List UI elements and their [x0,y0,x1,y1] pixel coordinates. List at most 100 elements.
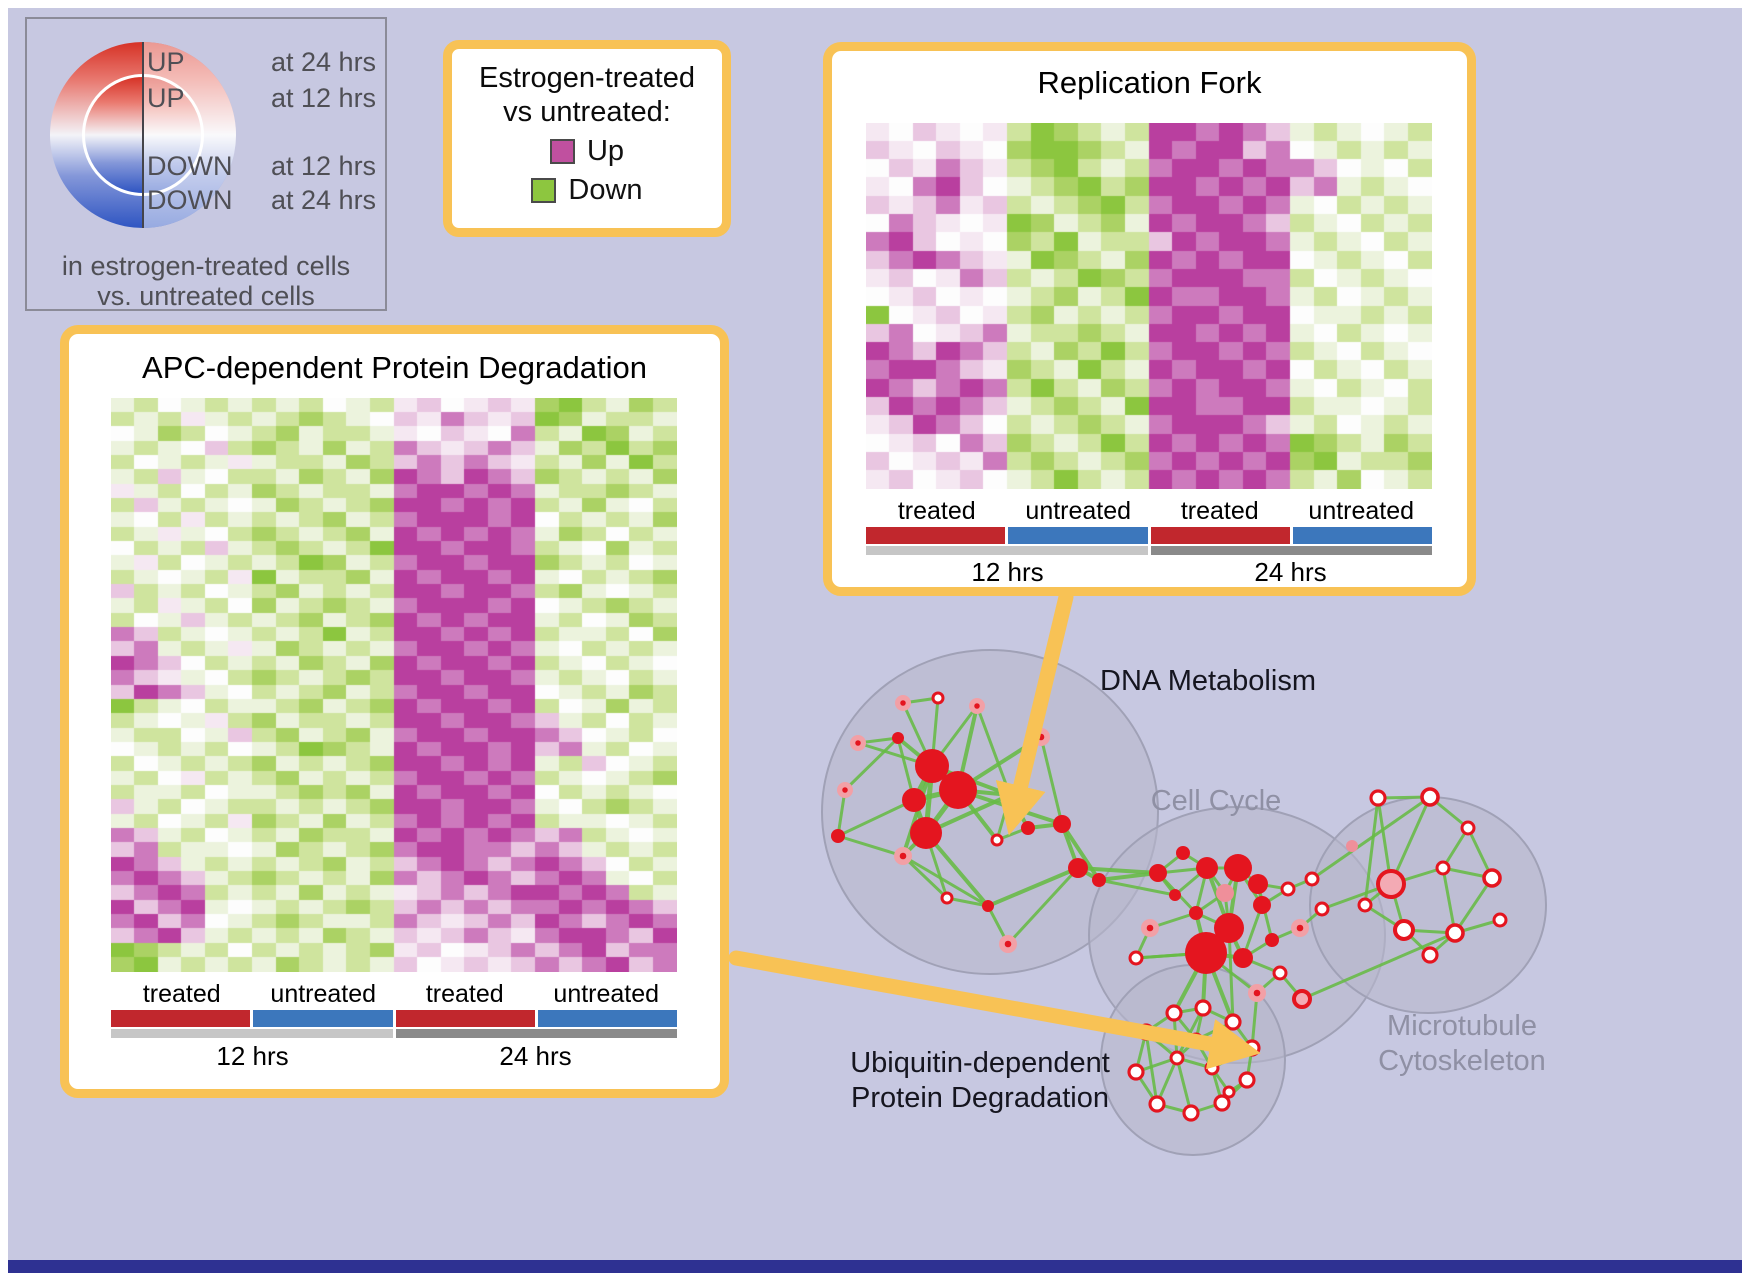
network-node [1194,999,1212,1017]
network-node [939,771,977,809]
network-node [1182,1104,1200,1122]
group-label: treated [897,497,976,525]
network-node [1280,881,1296,897]
network-node [1004,940,1012,948]
ubiquitin-label: Ubiquitin-dependent [850,1047,1110,1079]
microtubule-cytoskeleton-label: Microtubule [1387,1010,1537,1042]
network-node [1253,896,1271,914]
group-color-segment [1292,527,1432,544]
network-node [1233,948,1253,968]
time-bar-segment [111,1029,393,1038]
network-edge [1076,866,1160,875]
panel-to-cluster-arrow [995,589,1074,836]
legend-dir-4: DOWN [147,185,233,215]
legend-caption-2: vs. untreated cells [97,281,315,311]
network-node [1196,857,1218,879]
network-node [892,732,904,744]
network-node [1392,918,1416,942]
up-label: Up [586,135,625,167]
replication-fork-panel: Replication Fork treated untreated treated… [823,42,1476,596]
network-node [1128,950,1144,966]
network-node [931,691,945,705]
network-node [1214,913,1244,943]
network-node [940,891,954,905]
rf-time-bar [866,546,1432,555]
network-node [1460,820,1476,836]
legend-dir-1: UP [147,47,185,77]
time-bar-segment [866,546,1148,555]
network-edge [945,896,990,908]
network-node [1146,924,1154,932]
network-node [1224,1013,1242,1031]
network-node [1213,1094,1231,1112]
rf-group-color-bar [866,527,1432,544]
network-edge [901,854,990,908]
group-label: untreated [1308,497,1415,525]
color-key-title-line2: vs untreated: [503,96,671,128]
network-node [1148,1095,1166,1113]
network-node [1238,1071,1256,1089]
network-edge [1389,795,1432,886]
network-node [899,852,907,860]
network-node [1248,874,1268,894]
network-node [915,749,949,783]
network-node [1169,1050,1185,1066]
legend-time-2: at 12 hrs [271,83,377,113]
network-node [1482,868,1502,888]
network-node [1224,854,1252,882]
network-edge [1006,866,1080,946]
microtubule-cytoskeleton-label: Cytoskeleton [1378,1045,1546,1077]
network-node [1169,889,1181,901]
network-node [842,787,848,793]
time-label: 12 hrs [971,557,1044,587]
network-node [1021,821,1035,835]
network-node [1445,923,1465,943]
network-node [1253,989,1261,997]
network-edge [1039,735,1064,826]
network-edge [986,866,1080,908]
group-color-segment [395,1010,535,1027]
panel-to-cluster-arrow [728,950,1261,1070]
group-color-segment [1008,527,1148,544]
group-label: untreated [270,980,377,1008]
color-key-title-line1: Estrogen-treated [478,62,695,94]
network-node [1296,924,1304,932]
network-edge [843,736,900,792]
network-node [1421,946,1439,964]
down-color-swatch [531,178,557,203]
group-color-segment [537,1010,677,1027]
group-label: treated [1180,497,1259,525]
network-node [1068,858,1088,878]
group-color-segment [866,527,1006,544]
legend-dir-3: DOWN [147,151,233,181]
network-node [982,900,994,912]
network-edge [836,798,916,838]
network-node [1127,1063,1145,1081]
network-node [1204,1060,1220,1076]
network-node [1189,906,1203,920]
ring-divider-line [142,42,144,228]
network-edge [901,854,949,900]
network-node [910,817,942,849]
network-edge [836,834,905,858]
network-node [1149,864,1167,882]
ubiquitin-label: Protein Degradation [851,1082,1109,1114]
apc-time-labels: 12 hrs 24 hrs [111,1041,677,1072]
group-color-segment [1150,527,1290,544]
group-label: untreated [1025,497,1132,525]
network-node [1357,897,1373,913]
network-node [1346,840,1358,852]
network-node [1265,933,1279,947]
dna-metabolism-cluster [821,649,1159,975]
network-node [1092,873,1106,887]
network-node [1304,871,1320,887]
group-label: treated [425,980,504,1008]
network-node [1053,815,1071,833]
network-node [1492,912,1508,928]
group-label: untreated [553,980,660,1008]
network-edge [1441,826,1470,870]
group-color-segment [253,1010,393,1027]
legend-dir-2: UP [147,83,185,113]
legend-time-4: at 24 hrs [271,185,377,215]
